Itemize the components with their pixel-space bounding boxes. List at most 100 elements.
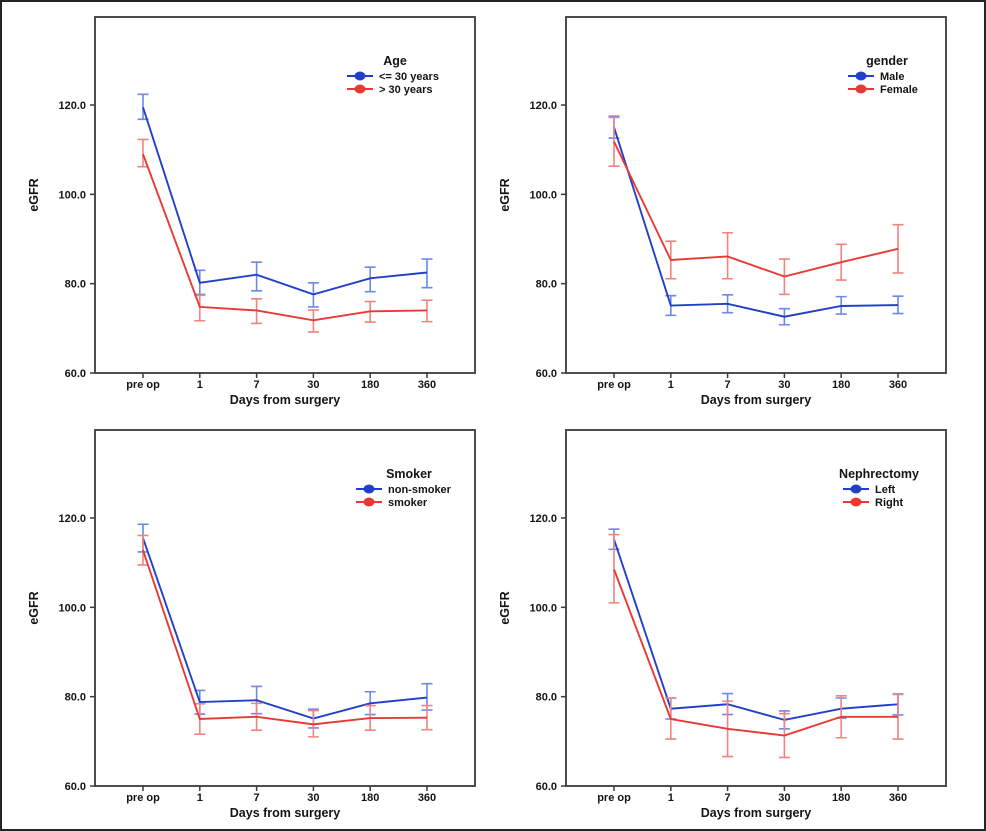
chart-gender: 60.0 80.0 100.0 120.0 eGFR pre op 1 7 30 180 360 Da…: [473, 3, 966, 418]
x-tick-label: 360: [418, 379, 436, 391]
x-axis-title: Days from surgery: [230, 806, 341, 820]
legend-marker-icon: [354, 84, 366, 94]
x-tick-label: 360: [889, 792, 907, 804]
x-tick-label: 1: [668, 792, 674, 804]
x-tick-label: 1: [197, 792, 203, 804]
chart-smoker: 60.0 80.0 100.0 120.0 eGFR pre op 1 7 30 180 360 Da…: [2, 416, 495, 829]
legend-entry: Male: [848, 71, 904, 83]
legend-entry: Female: [848, 84, 918, 96]
series-red: [608, 533, 904, 759]
line-chart-svg: 60.0 80.0 100.0 120.0 eGFR pre op 1 7 30 180 360 Da…: [498, 429, 947, 820]
y-tick-label: 60.0: [536, 368, 557, 380]
y-axis-title: eGFR: [498, 178, 512, 211]
error-bar: [608, 533, 620, 604]
legend-entry-label: Left: [875, 484, 896, 496]
y-tick-label: 120.0: [529, 513, 557, 525]
error-bar: [892, 295, 904, 315]
y-tick-label: 100.0: [58, 189, 86, 201]
x-axis: pre op 1 7 30 180 360: [597, 373, 907, 391]
y-tick-label: 80.0: [65, 692, 86, 704]
legend-marker-icon: [855, 84, 867, 94]
x-tick-label: pre op: [597, 792, 631, 804]
legend-entry-label: Female: [880, 84, 918, 96]
y-axis-title: eGFR: [27, 591, 41, 624]
legend-entry: Right: [843, 497, 903, 509]
y-tick-label: 80.0: [536, 279, 557, 291]
y-tick-label: 120.0: [58, 513, 86, 525]
y-tick-label: 60.0: [65, 781, 86, 793]
x-tick-label: pre op: [126, 792, 160, 804]
legend-entry: Left: [843, 484, 896, 496]
y-tick-label: 60.0: [65, 368, 86, 380]
y-tick-label: 100.0: [529, 189, 557, 201]
y-axis-title: eGFR: [498, 591, 512, 624]
x-axis-title: Days from surgery: [701, 806, 812, 820]
x-tick-label: 30: [307, 379, 319, 391]
legend-entry-label: > 30 years: [379, 84, 433, 96]
legend-entry-label: Right: [875, 497, 903, 509]
x-tick-label: 1: [668, 379, 674, 391]
series-blue: [608, 528, 904, 730]
y-axis: 60.0 80.0 100.0 120.0: [58, 100, 95, 380]
x-tick-label: pre op: [126, 379, 160, 391]
series-red: [137, 138, 433, 333]
y-axis: 60.0 80.0 100.0 120.0: [58, 513, 95, 793]
y-tick-label: 80.0: [536, 692, 557, 704]
y-tick-label: 60.0: [536, 781, 557, 793]
y-tick-label: 100.0: [529, 602, 557, 614]
y-tick-label: 120.0: [529, 100, 557, 112]
x-tick-label: pre op: [597, 379, 631, 391]
legend-entry-label: smoker: [388, 497, 428, 509]
chart-nephrectomy: 60.0 80.0 100.0 120.0 eGFR pre op 1 7 30 180 360 Da…: [473, 416, 966, 829]
x-axis: pre op 1 7 30 180 360: [597, 786, 907, 804]
series-line: [613, 141, 899, 278]
legend-marker-icon: [363, 497, 375, 507]
series-line: [142, 537, 428, 720]
legend-entry: smoker: [356, 497, 428, 509]
legend-title: Nephrectomy: [839, 467, 919, 481]
x-tick-label: 180: [361, 379, 379, 391]
series-red: [137, 534, 433, 738]
x-axis: pre op 1 7 30 180 360: [126, 373, 436, 391]
x-tick-label: 360: [418, 792, 436, 804]
x-tick-label: 30: [307, 792, 319, 804]
legend-title: Smoker: [386, 467, 432, 481]
legend-entry: non-smoker: [356, 484, 452, 496]
legend-title: gender: [866, 54, 908, 68]
legend-entry-label: <= 30 years: [379, 71, 439, 83]
legend-entry-label: non-smoker: [388, 484, 452, 496]
y-tick-label: 120.0: [58, 100, 86, 112]
series-line: [613, 569, 898, 737]
legend-marker-icon: [850, 497, 862, 507]
y-tick-label: 100.0: [58, 602, 86, 614]
series-line: [142, 153, 428, 322]
x-tick-label: 7: [725, 379, 731, 391]
line-chart-svg: 60.0 80.0 100.0 120.0 eGFR pre op 1 7 30 180 360 Da…: [27, 429, 476, 820]
error-bar: [364, 266, 376, 293]
line-chart-svg: 60.0 80.0 100.0 120.0 eGFR pre op 1 7 30 180 360 Da…: [27, 16, 476, 407]
chart-age: 60.0 80.0 100.0 120.0 eGFR pre op 1 7 30 180 360 Da…: [2, 3, 495, 418]
legend-marker-icon: [850, 484, 862, 494]
x-tick-label: 360: [889, 379, 907, 391]
series-line: [142, 549, 428, 726]
x-axis-title: Days from surgery: [230, 393, 341, 407]
legend-entry: > 30 years: [347, 84, 433, 96]
error-bar: [251, 261, 263, 292]
legend-marker-icon: [354, 71, 366, 81]
x-tick-label: 7: [254, 379, 260, 391]
legend-marker-icon: [855, 71, 867, 81]
x-axis-title: Days from surgery: [701, 393, 812, 407]
y-axis: 60.0 80.0 100.0 120.0: [529, 513, 566, 793]
x-tick-label: 7: [725, 792, 731, 804]
y-axis: 60.0 80.0 100.0 120.0: [529, 100, 566, 380]
x-tick-label: 30: [778, 792, 790, 804]
y-axis-title: eGFR: [27, 178, 41, 211]
x-tick-label: 30: [778, 379, 790, 391]
x-tick-label: 180: [832, 379, 850, 391]
x-axis: pre op 1 7 30 180 360: [126, 786, 436, 804]
series-line: [142, 106, 428, 296]
